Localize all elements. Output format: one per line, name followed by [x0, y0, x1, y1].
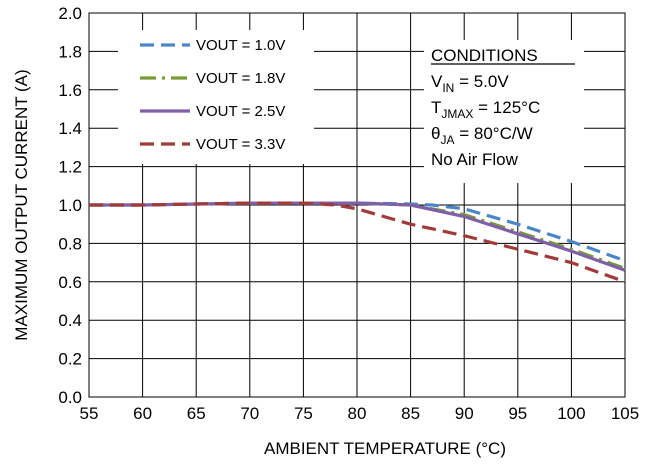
- conditions-airflow: No Air Flow: [431, 150, 519, 169]
- x-axis-ticks: 55 60 65 70 75 80 85 90 95 100 105: [80, 404, 640, 423]
- x-tick-label: 80: [348, 404, 367, 423]
- y-tick-label: 0.4: [58, 311, 82, 330]
- y-tick-label: 1.0: [58, 196, 82, 215]
- x-tick-label: 60: [133, 404, 152, 423]
- legend-background: [118, 30, 314, 164]
- y-tick-label: 1.4: [58, 119, 82, 138]
- x-axis-title: AMBIENT TEMPERATURE (°C): [264, 439, 506, 458]
- vin-value: = 5.0V: [454, 72, 509, 91]
- x-tick-label: 100: [557, 404, 585, 423]
- y-tick-label: 0.2: [58, 350, 82, 369]
- vin-symbol: V: [431, 72, 443, 91]
- legend-label: VOUT = 1.8V: [196, 70, 285, 87]
- tj-symbol: T: [431, 98, 441, 117]
- series-line-4: [89, 201, 626, 284]
- x-tick-label: 95: [508, 404, 527, 423]
- x-tick-label: 55: [80, 404, 99, 423]
- tj-value: = 125°C: [473, 98, 540, 117]
- legend-label: VOUT = 3.3V: [196, 136, 285, 153]
- x-tick-label: 70: [240, 404, 259, 423]
- conditions-vin: VIN = 5.0V: [431, 72, 509, 95]
- legend-label: VOUT = 2.5V: [196, 103, 285, 120]
- y-tick-label: 0.6: [58, 273, 82, 292]
- theta-value: = 80°C/W: [454, 124, 532, 143]
- conditions-theta: θJA = 80°C/W: [431, 124, 533, 147]
- series-lines: [89, 201, 626, 284]
- theta-subscript: JA: [440, 133, 454, 147]
- legend-label: VOUT = 1.0V: [196, 37, 285, 54]
- y-tick-label: 1.6: [58, 81, 82, 100]
- y-tick-label: 0.0: [58, 388, 82, 407]
- x-tick-label: 90: [455, 404, 474, 423]
- x-tick-label: 85: [401, 404, 420, 423]
- y-tick-label: 1.8: [58, 42, 82, 61]
- conditions-title: CONDITIONS: [431, 46, 538, 65]
- x-tick-label: 65: [187, 404, 206, 423]
- x-tick-label: 75: [294, 404, 313, 423]
- vin-subscript: IN: [442, 81, 454, 95]
- y-tick-label: 2.0: [58, 4, 82, 23]
- y-tick-label: 0.8: [58, 234, 82, 253]
- y-axis-title: MAXIMUM OUTPUT CURRENT (A): [12, 69, 31, 340]
- legend: VOUT = 1.0V VOUT = 1.8V VOUT = 2.5V VOUT = …: [118, 30, 314, 164]
- tj-subscript: JMAX: [441, 107, 473, 121]
- y-axis-ticks: 0.0 0.2 0.4 0.6 0.8 1.0 1.2 1.4 1.6 1.8 2.0: [58, 4, 82, 407]
- conditions-tjmax: TJMAX = 125°C: [431, 98, 540, 121]
- theta-symbol: θ: [431, 124, 440, 143]
- x-tick-label: 105: [611, 404, 639, 423]
- conditions-box: CONDITIONS VIN = 5.0V TJMAX = 125°C θJA …: [424, 40, 584, 183]
- y-tick-label: 1.2: [58, 158, 82, 177]
